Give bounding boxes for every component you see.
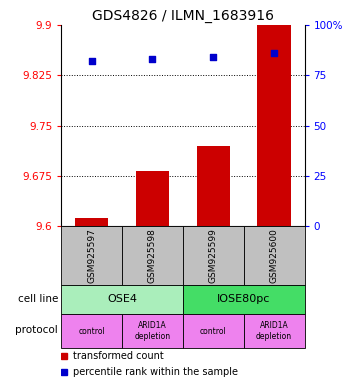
Text: percentile rank within the sample: percentile rank within the sample xyxy=(74,367,238,377)
Bar xyxy=(136,170,169,227)
Bar xyxy=(183,227,244,285)
Point xyxy=(210,54,216,60)
Bar xyxy=(61,227,122,285)
Bar xyxy=(244,314,304,348)
Text: ARID1A
depletion: ARID1A depletion xyxy=(134,321,170,341)
Text: IOSE80pc: IOSE80pc xyxy=(217,294,271,304)
Point xyxy=(150,56,155,62)
Point xyxy=(89,58,95,64)
Bar xyxy=(183,314,244,348)
Text: ARID1A
depletion: ARID1A depletion xyxy=(256,321,292,341)
Bar xyxy=(244,227,304,285)
Bar xyxy=(61,285,183,314)
Text: transformed count: transformed count xyxy=(74,351,164,361)
Bar xyxy=(75,218,108,227)
Point xyxy=(271,50,277,56)
Text: cell line: cell line xyxy=(18,294,58,304)
Bar xyxy=(122,227,183,285)
Text: GSM925600: GSM925600 xyxy=(270,228,279,283)
Text: protocol: protocol xyxy=(15,325,58,336)
Bar xyxy=(183,285,304,314)
Text: GSM925598: GSM925598 xyxy=(148,228,157,283)
Text: GSM925597: GSM925597 xyxy=(87,228,96,283)
Bar xyxy=(61,314,122,348)
Text: control: control xyxy=(200,327,227,336)
Bar xyxy=(122,314,183,348)
Bar xyxy=(197,146,230,227)
Text: control: control xyxy=(78,327,105,336)
Bar xyxy=(257,25,291,227)
Title: GDS4826 / ILMN_1683916: GDS4826 / ILMN_1683916 xyxy=(92,8,274,23)
Text: OSE4: OSE4 xyxy=(107,294,137,304)
Text: GSM925599: GSM925599 xyxy=(209,228,218,283)
